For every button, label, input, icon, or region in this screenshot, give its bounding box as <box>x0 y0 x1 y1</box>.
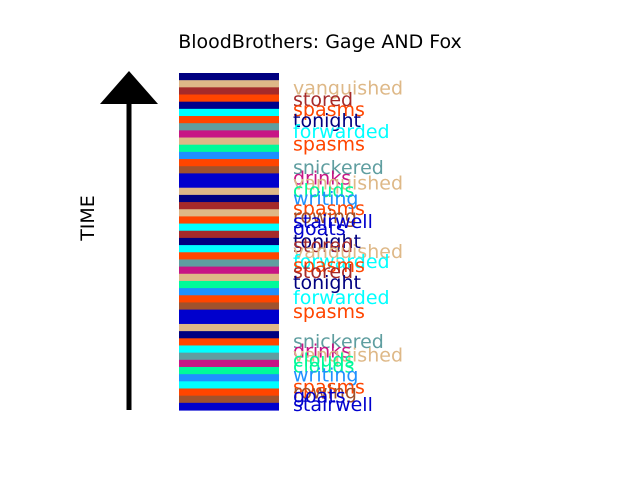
word-label: vanquished <box>293 345 403 367</box>
time-arrow-head <box>100 71 158 104</box>
stripe <box>179 245 279 253</box>
stripe <box>179 288 279 296</box>
word-label: goats <box>293 218 346 240</box>
stripe <box>179 352 279 361</box>
word-label: stored <box>293 89 353 111</box>
word-label: rowing <box>293 382 357 404</box>
word-label: tonight <box>293 110 361 132</box>
word-label: spasms <box>293 301 365 323</box>
word-label: clouds <box>293 350 354 372</box>
stripe <box>179 80 279 88</box>
stripe <box>179 237 279 246</box>
word-label: clouds <box>293 356 354 378</box>
color-stripe-bar <box>179 73 279 411</box>
stripe <box>179 137 279 146</box>
stripe <box>179 402 279 411</box>
word-label: drinks <box>293 167 351 189</box>
stripe <box>179 309 279 318</box>
stripe <box>179 216 279 225</box>
chart-title: BloodBrothers: Gage AND Fox <box>178 31 462 53</box>
stripe <box>179 194 279 203</box>
stripe <box>179 259 279 268</box>
word-label: vanguished <box>293 78 403 100</box>
word-label: writing <box>293 188 358 210</box>
stripe <box>179 316 279 325</box>
stripe <box>179 338 279 347</box>
stripe <box>179 252 279 261</box>
stripe <box>179 381 279 390</box>
word-label: spasms <box>293 377 365 399</box>
word-label: spasms <box>293 99 365 121</box>
word-label: forwarded <box>293 251 390 273</box>
stripe <box>179 151 279 160</box>
word-label: goats <box>293 386 346 408</box>
stripe <box>179 87 279 96</box>
stripe <box>179 187 279 196</box>
word-label: vanquished <box>293 172 403 194</box>
stripe <box>179 273 279 282</box>
word-label: tonight <box>293 231 361 253</box>
stripe <box>179 266 279 275</box>
stripe <box>179 101 279 110</box>
word-label: stored <box>293 235 353 257</box>
word-label: forwarded <box>293 287 390 309</box>
stripe <box>179 345 279 354</box>
stripe <box>179 331 279 339</box>
stripe <box>179 202 279 210</box>
word-label: vanquished <box>293 241 403 263</box>
word-labels: vanguishedstoredspasmstonightforwardedsp… <box>293 78 403 416</box>
stripe <box>179 159 279 167</box>
stripe <box>179 209 279 217</box>
stripe <box>179 73 279 81</box>
stripe <box>179 388 279 397</box>
stripe <box>179 366 279 375</box>
word-label: clouds <box>293 180 354 202</box>
word-label: snickered <box>293 331 384 353</box>
stripe <box>179 359 279 368</box>
stripe <box>179 374 279 382</box>
word-label: snickered <box>293 157 384 179</box>
word-label: tonight <box>293 272 361 294</box>
stripe <box>179 144 279 153</box>
stripe <box>179 116 279 124</box>
stripe <box>179 94 279 103</box>
stripe <box>179 302 279 311</box>
stripe <box>179 166 279 174</box>
word-label: forwarded <box>293 121 390 143</box>
stripe <box>179 395 279 404</box>
stripe <box>179 130 279 139</box>
word-label: stairwell <box>293 394 373 416</box>
stripe <box>179 223 279 232</box>
stripe <box>179 230 279 239</box>
stripe <box>179 280 279 289</box>
stripe <box>179 295 279 304</box>
word-label: rowing <box>293 206 357 228</box>
stripe <box>179 323 279 332</box>
stripe <box>179 123 279 131</box>
word-label: spasms <box>293 198 365 220</box>
word-label: stored <box>293 261 353 283</box>
word-label: writing <box>293 365 358 387</box>
word-label: spasms <box>293 133 365 155</box>
stripe <box>179 108 279 117</box>
stripe <box>179 180 279 189</box>
word-label: drinks <box>293 341 351 363</box>
word-label: stairwell <box>293 211 373 233</box>
stripe <box>179 173 279 182</box>
word-label: spasms <box>293 255 365 277</box>
